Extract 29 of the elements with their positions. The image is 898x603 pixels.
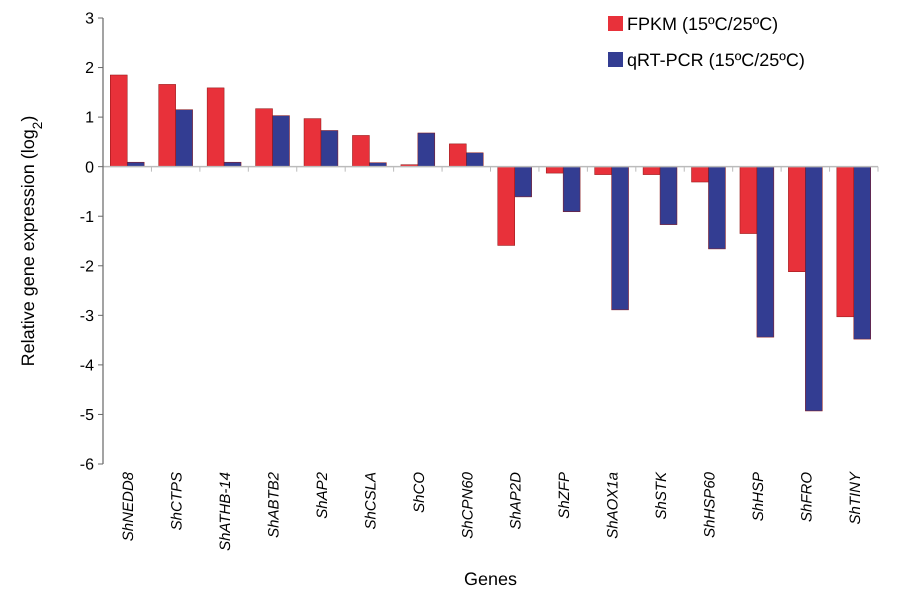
x-tick-label: ShAOX1a [604, 472, 622, 539]
y-tick-label: 2 [85, 60, 94, 78]
x-tick-label: ShCO [410, 472, 428, 513]
y-tick-label: -1 [80, 208, 94, 226]
y-tick-label: -4 [80, 357, 94, 374]
y-tick-label: 3 [85, 10, 94, 28]
y-tick-label: -3 [80, 308, 94, 325]
x-tick-label: ShHSP [750, 472, 767, 522]
x-tick-label: ShABTB2 [266, 471, 283, 538]
legend-label: FPKM (15ºC/25ºC) [627, 14, 778, 34]
x-tick-label: ShATHB-14 [217, 472, 234, 551]
x-tick-label: ShFRO [798, 472, 816, 522]
x-tick-label: ShCTPS [168, 472, 186, 530]
x-tick-label: ShNEDD8 [120, 471, 138, 542]
x-tick-label: ShTINY [846, 471, 864, 525]
x-tick-label: ShSTK [653, 471, 670, 520]
y-tick-label: -2 [80, 258, 94, 276]
x-axis-title: Genes [464, 569, 518, 589]
legend-label: qRT-PCR (15ºC/25ºC) [627, 50, 805, 70]
x-tick-label: ShCSLA [362, 472, 380, 530]
y-tick-label: -5 [80, 407, 94, 424]
y-tick-label: 1 [85, 110, 94, 127]
x-tick-label: ShAP2 [314, 471, 331, 519]
y-tick-label: 0 [85, 159, 94, 176]
x-tick-label: ShCPN60 [459, 471, 476, 539]
x-tick-label: ShHSP60 [701, 471, 718, 538]
y-tick-label: -6 [80, 456, 94, 474]
x-tick-label: ShAP2D [508, 472, 525, 530]
x-tick-label: ShZFP [556, 472, 574, 519]
